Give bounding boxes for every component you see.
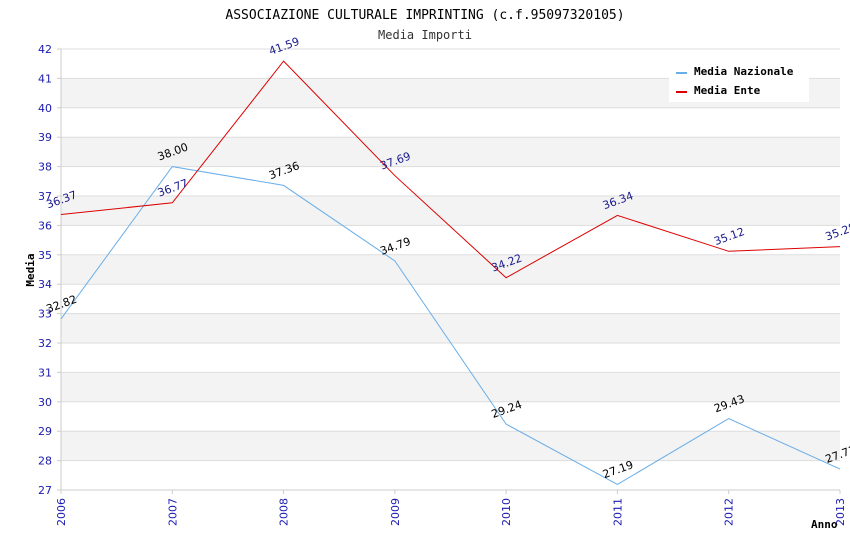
series-lines xyxy=(60,60,841,485)
y-tick-label: 37 xyxy=(38,190,52,203)
grid-lines xyxy=(61,48,840,462)
y-tick-label: 38 xyxy=(38,161,52,174)
data-label: 41.59 xyxy=(267,35,301,58)
legend-box xyxy=(669,60,809,102)
y-tick-label: 36 xyxy=(38,219,52,232)
x-tick-label: 2009 xyxy=(389,498,402,526)
y-tick-label: 30 xyxy=(38,396,52,409)
x-tick-label: 2008 xyxy=(278,498,291,526)
y-tick-label: 42 xyxy=(38,43,52,56)
data-label: 27.19 xyxy=(601,458,635,481)
axes xyxy=(60,49,840,491)
grid-bands xyxy=(61,78,840,461)
grid-band xyxy=(61,196,840,226)
x-tick-label: 2012 xyxy=(723,498,736,526)
grid-band xyxy=(61,137,840,167)
y-tick-label: 40 xyxy=(38,102,52,115)
chart-title: ASSOCIAZIONE CULTURALE IMPRINTING (c.f.9… xyxy=(225,8,624,23)
legend: Media Nazionale Media Ente xyxy=(669,60,809,102)
x-tick-label: 2013 xyxy=(834,498,847,526)
y-tick-label: 41 xyxy=(38,72,52,85)
grid-band xyxy=(61,254,840,285)
series-line-1 xyxy=(60,60,841,279)
y-tick-label: 32 xyxy=(38,337,52,350)
y-axis-label: Media xyxy=(24,253,37,286)
legend-label-media-ente: Media Ente xyxy=(694,84,761,97)
data-label: 35.12 xyxy=(712,225,746,248)
y-tick-label: 29 xyxy=(38,425,52,438)
y-tick-label: 35 xyxy=(38,249,52,262)
series-line-0 xyxy=(60,166,841,485)
x-axis-label: Anno xyxy=(811,518,838,531)
y-tick-label: 31 xyxy=(38,366,52,379)
grid-band xyxy=(61,372,840,402)
x-tick-label: 2006 xyxy=(55,498,68,526)
x-tick-label: 2010 xyxy=(500,498,513,526)
y-tick-label: 34 xyxy=(38,278,52,291)
x-tick-label: 2011 xyxy=(611,498,624,526)
chart-subtitle: Media Importi xyxy=(378,28,472,42)
grid-band xyxy=(61,313,840,343)
x-tick-label: 2007 xyxy=(166,498,179,526)
y-tick-label: 39 xyxy=(38,131,52,144)
y-tick-label: 33 xyxy=(38,308,52,321)
y-axis-ticks: 27 28 29 30 31 32 33 34 35 36 37 38 39 40 41 42 xyxy=(38,43,61,497)
grid-band xyxy=(61,431,840,461)
y-tick-label: 28 xyxy=(38,455,52,468)
legend-label-media-nazionale: Media Nazionale xyxy=(694,65,794,78)
x-axis-ticks: 2006 2007 2008 2009 2010 2011 2012 2013 xyxy=(55,490,847,526)
data-label: 32.82 xyxy=(45,293,79,316)
y-tick-label: 27 xyxy=(38,484,52,497)
